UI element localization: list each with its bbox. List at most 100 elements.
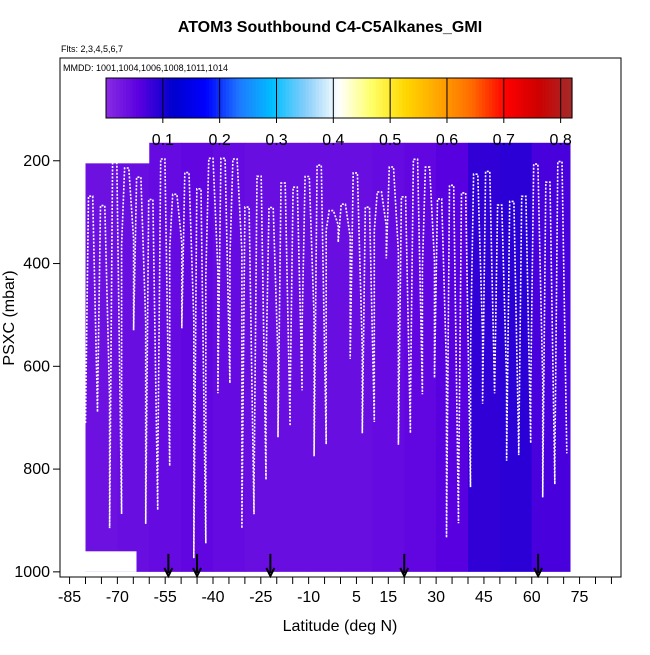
colorbar-segment (282, 78, 287, 118)
colorbar-segment (388, 78, 393, 118)
colorbar-segment (372, 78, 377, 118)
colorbar-segment (265, 78, 270, 118)
colorbar-segment (322, 78, 327, 118)
colorbar-segment (252, 78, 257, 118)
colorbar-segment (229, 78, 234, 118)
colorbar-segment (182, 78, 187, 118)
colorbar-segment (259, 78, 264, 118)
colorbar-segment (289, 78, 293, 118)
colorbar-segment (295, 78, 300, 118)
colorbar-segment (555, 78, 560, 118)
colorbar-segment (482, 78, 487, 118)
y-axis-label: PSXC (mbar) (1, 270, 18, 365)
colorbar-segment (209, 78, 214, 118)
colorbar-segment (162, 78, 167, 118)
colorbar-segment (175, 78, 180, 118)
colorbar-tick-label: 0.2 (209, 132, 231, 149)
colorbar-segment (242, 78, 247, 118)
field-cell (149, 142, 182, 572)
colorbar-segment (412, 78, 417, 118)
colorbar-segment (249, 78, 254, 118)
colorbar-segment (485, 78, 490, 118)
colorbar-segment (169, 78, 174, 118)
y-tick-label: 200 (23, 153, 50, 170)
colorbar-segment (142, 78, 147, 118)
arrow-head (163, 567, 174, 579)
colorbar-segment (552, 78, 556, 118)
colorbar-segment (475, 78, 480, 118)
field-cell (340, 142, 373, 572)
arrow-head (265, 567, 276, 579)
colorbar-segment (109, 78, 114, 118)
field-cell (85, 163, 118, 572)
colorbar-segment (272, 78, 277, 118)
colorbar-segment (368, 78, 373, 118)
colorbar-segment (239, 78, 244, 118)
colorbar-tick-label: 0.8 (550, 132, 572, 149)
colorbar-segment (199, 78, 204, 118)
flights-label: Flts: 2,3,4,5,6,7 (61, 44, 123, 54)
colorbar-segment (312, 78, 317, 118)
colorbar-segment (468, 78, 473, 118)
colorbar-segment (568, 78, 573, 118)
x-tick-label: 5 (352, 589, 361, 606)
colorbar-segment (299, 78, 303, 118)
colorbar-segment (172, 78, 177, 118)
arrow-head (533, 567, 544, 579)
colorbar-segment (565, 78, 570, 118)
colorbar-segment (255, 78, 260, 118)
dates-label: MMDD: 1001,1004,1006,1008,1011,1014 (63, 63, 228, 73)
colorbar-segment (408, 78, 413, 118)
colorbar-segment (532, 78, 536, 118)
colorbar-segment (495, 78, 500, 118)
field-cell (499, 142, 533, 572)
colorbar-segment (458, 78, 463, 118)
x-tick-label: -40 (201, 589, 224, 606)
field-gap (85, 551, 137, 572)
x-axis: -85 -70 -55 -40 -25 -10 5 15 30 45 60 75 (58, 576, 621, 606)
colorbar-segment (508, 78, 513, 118)
colorbar-frame (105, 77, 573, 119)
colorbar-segment (385, 78, 390, 118)
flight-track-path (84, 157, 568, 559)
y-tick-label: 400 (23, 256, 50, 273)
colorbar-segment (205, 78, 210, 118)
x-axis-label: Latitude (deg N) (283, 618, 398, 635)
colorbar-segment (435, 78, 440, 118)
colorbar-segment (202, 78, 207, 118)
y-tick-label: 600 (23, 358, 50, 375)
x-tick-label: 45 (475, 589, 493, 606)
colorbar-segment (522, 78, 526, 118)
colorbar-segment (192, 78, 197, 118)
colorbar-segment (535, 78, 540, 118)
colorbar-segment (472, 78, 477, 118)
colorbar-segment (149, 78, 154, 118)
colorbar-segment (378, 78, 383, 118)
colorbar-segment (215, 78, 220, 118)
colorbar-segment (358, 78, 363, 118)
colorbar-segment (362, 78, 367, 118)
colorbar-segment (562, 78, 566, 118)
colorbar-segment (448, 78, 453, 118)
colorbar-segment (325, 78, 330, 118)
colorbar-segment (122, 78, 127, 118)
colorbar-segment (392, 78, 397, 118)
colorbar-tick-label: 0.4 (322, 132, 344, 149)
colorbar-segment (235, 78, 240, 118)
x-tick-label: 75 (571, 589, 589, 606)
colorbar-segment (232, 78, 237, 118)
field-cell (468, 142, 501, 572)
colorbar-segment (262, 78, 267, 118)
colorbar-segment (189, 78, 194, 118)
colorbar-segment (279, 78, 284, 118)
arrow-head (399, 567, 410, 579)
colorbar-segment (545, 78, 550, 118)
x-tick-label: 30 (427, 589, 445, 606)
colorbar-segment (119, 78, 124, 118)
colorbar-segment (135, 78, 140, 118)
colorbar-segment (139, 78, 144, 118)
colorbar: 0.1 0.2 0.3 0.4 0.5 0.6 0.7 0.8 (105, 77, 573, 149)
colorbar-segment (512, 78, 517, 118)
y-tick-label: 1000 (14, 564, 50, 581)
